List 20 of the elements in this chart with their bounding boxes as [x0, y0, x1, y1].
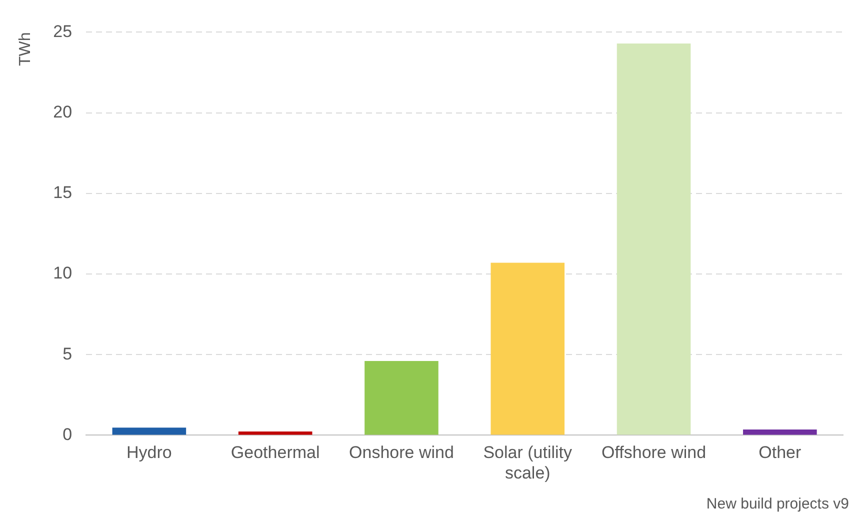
y-tick-label: 20	[53, 102, 72, 122]
bar	[616, 43, 691, 435]
y-tick-label: 15	[53, 183, 72, 202]
bar	[490, 262, 565, 435]
text: New build projects v9	[706, 496, 849, 513]
bar	[364, 361, 438, 435]
y-tick-label: 0	[62, 424, 72, 444]
x-tick-label: Offshore wind	[601, 443, 706, 462]
y-tick-label: 10	[53, 264, 72, 283]
y-axis-title: TWh	[17, 32, 34, 66]
x-tick-label: Geothermal	[230, 443, 320, 462]
x-tick-label: Hydro	[126, 443, 172, 462]
y-tick-label: 5	[62, 344, 72, 364]
x-tick-label: Onshore wind	[349, 443, 454, 462]
bar	[743, 430, 817, 435]
bar	[238, 431, 312, 435]
bar	[112, 428, 186, 435]
x-tick-label: Solar (utility scale)	[483, 443, 573, 482]
x-tick-label: Other	[758, 443, 802, 462]
y-tick-label: 25	[53, 22, 72, 41]
